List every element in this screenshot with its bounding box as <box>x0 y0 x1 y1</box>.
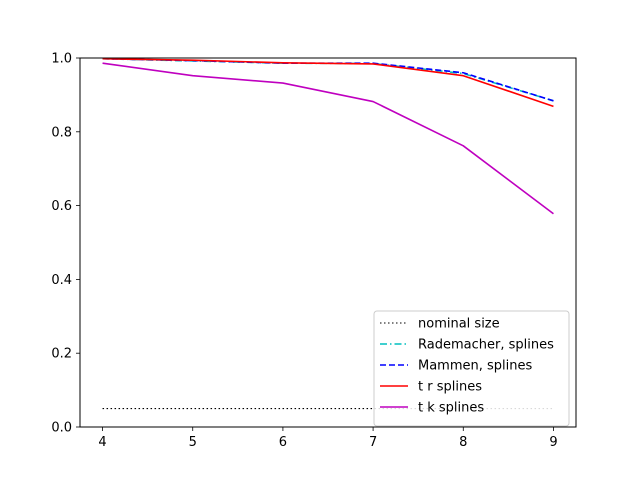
x-tick-label: 5 <box>189 435 197 450</box>
x-tick-label: 9 <box>549 435 557 450</box>
y-tick-label: 1.0 <box>51 52 72 67</box>
legend-label: t r splines <box>418 380 482 395</box>
legend-label: Rademacher, splines <box>418 338 554 353</box>
y-axis: 0.0 0.2 0.4 0.6 0.8 1.0 <box>51 52 80 436</box>
legend: nominal size Rademacher, splines Mammen, s… <box>373 310 570 427</box>
legend-label: nominal size <box>418 317 500 332</box>
series-line-4 <box>102 57 554 108</box>
x-tick-label: 7 <box>369 435 377 450</box>
legend-label: t k splines <box>418 401 484 416</box>
legend-box <box>373 310 570 427</box>
x-tick-label: 4 <box>98 435 106 450</box>
series-line-5 <box>102 62 554 215</box>
y-tick-label: 0.8 <box>51 125 72 140</box>
y-tick-label: 0.0 <box>51 421 72 436</box>
y-tick-label: 0.4 <box>51 273 72 288</box>
y-tick-label: 0.2 <box>51 347 72 362</box>
x-axis: 4 5 6 7 8 9 <box>98 427 558 450</box>
legend-label: Mammen, splines <box>418 359 532 374</box>
plot-frame <box>79 57 577 428</box>
series-layer <box>102 57 554 410</box>
x-tick-label: 6 <box>279 435 287 450</box>
x-tick-label: 8 <box>459 435 467 450</box>
y-tick-label: 0.6 <box>51 199 72 214</box>
